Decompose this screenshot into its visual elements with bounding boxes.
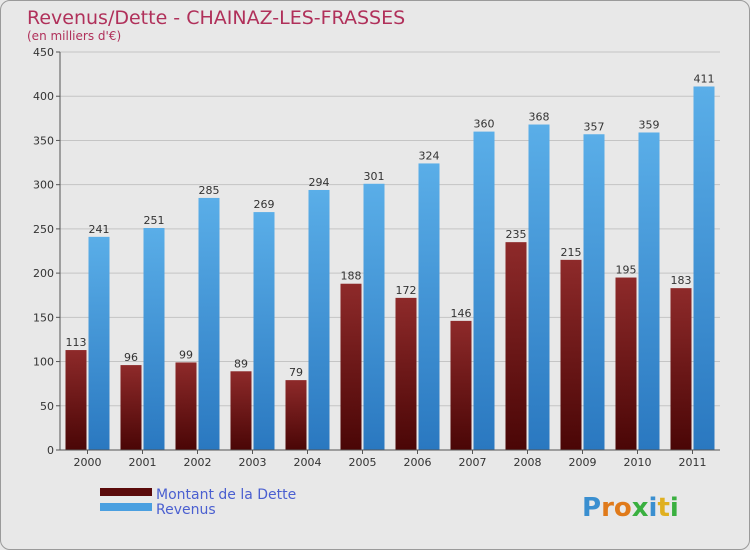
value-label: 183 [671,274,692,287]
legend-swatch-debt [100,488,152,496]
y-tick-label: 0 [47,444,54,457]
bars: 113 241 96 251 99 285 89 269 79 294 188 301 172 324 14… [65,72,715,451]
y-tick-label: 50 [40,400,54,413]
value-label: 241 [89,223,110,236]
bar-revenus [198,197,220,450]
legend-swatch-revenus [100,503,152,511]
bar-dette [175,362,197,450]
value-label: 195 [616,264,637,277]
value-label: 251 [144,214,165,227]
value-label: 172 [396,284,417,297]
x-tick-label: 2011 [679,456,707,469]
y-tick-label: 350 [33,134,54,147]
y-tick-label: 200 [33,267,54,280]
bar-dette [670,288,692,450]
legend-label-debt: Montant de la Dette [156,487,296,503]
x-tick-label: 2007 [459,456,487,469]
x-tick-label: 2001 [129,456,157,469]
value-label: 269 [254,198,275,211]
y-tick-label: 250 [33,223,54,236]
bar-revenus [528,124,550,450]
value-label: 79 [289,366,303,379]
legend-label-revenus: Revenus [156,502,216,518]
x-tick-label: 2000 [74,456,102,469]
svg-text:Proxiti: Proxiti [582,493,679,523]
bar-dette [615,277,637,450]
value-label: 146 [451,307,472,320]
x-tick-label: 2004 [294,456,322,469]
value-label: 301 [364,170,385,183]
bar-dette [285,380,307,450]
bar-dette [560,259,582,450]
bar-revenus [308,189,330,450]
value-label: 357 [584,120,605,133]
bar-revenus [253,212,275,450]
x-tick-label: 2008 [514,456,542,469]
value-label: 99 [179,348,193,361]
value-label: 89 [234,357,248,370]
value-label: 294 [309,176,330,189]
y-tick-label: 450 [33,46,54,59]
bar-revenus [583,134,605,450]
axes: 0 50 100 150 200 250 300 350 400 450 2000 2001 2002 2… [33,46,720,469]
value-label: 359 [639,118,660,131]
value-label: 411 [694,72,715,85]
bar-revenus [473,131,495,450]
bar-dette [340,283,362,450]
bar-dette [230,371,252,450]
value-label: 235 [506,228,527,241]
x-tick-label: 2009 [569,456,597,469]
x-tick-label: 2005 [349,456,377,469]
bar-revenus [693,86,715,450]
x-tick-label: 2002 [184,456,212,469]
value-label: 113 [66,336,87,349]
chart-title: Revenus/Dette - CHAINAZ-LES-FRASSES [27,7,405,29]
bar-revenus [638,132,660,451]
y-tick-label: 150 [33,311,54,324]
x-tick-label: 2006 [404,456,432,469]
value-label: 324 [419,149,440,162]
bar-dette [450,320,472,450]
value-label: 188 [341,270,362,283]
bar-revenus [418,163,440,450]
bar-revenus [143,228,165,450]
y-tick-label: 300 [33,179,54,192]
proxiti-logo: Proxiti [582,493,679,523]
value-label: 368 [529,111,550,124]
value-label: 96 [124,351,138,364]
bar-dette [395,297,417,450]
bar-revenus [88,236,110,450]
x-tick-label: 2003 [239,456,267,469]
x-tick-label: 2010 [624,456,652,469]
bar-revenus [363,183,385,450]
value-label: 215 [561,246,582,259]
bar-dette [65,350,87,450]
y-tick-label: 400 [33,90,54,103]
value-label: 285 [199,184,220,197]
value-label: 360 [474,118,495,131]
chart-subtitle: (en milliers d'€) [27,29,121,43]
y-tick-label: 100 [33,356,54,369]
bar-dette [505,242,527,450]
bar-dette [120,365,142,450]
